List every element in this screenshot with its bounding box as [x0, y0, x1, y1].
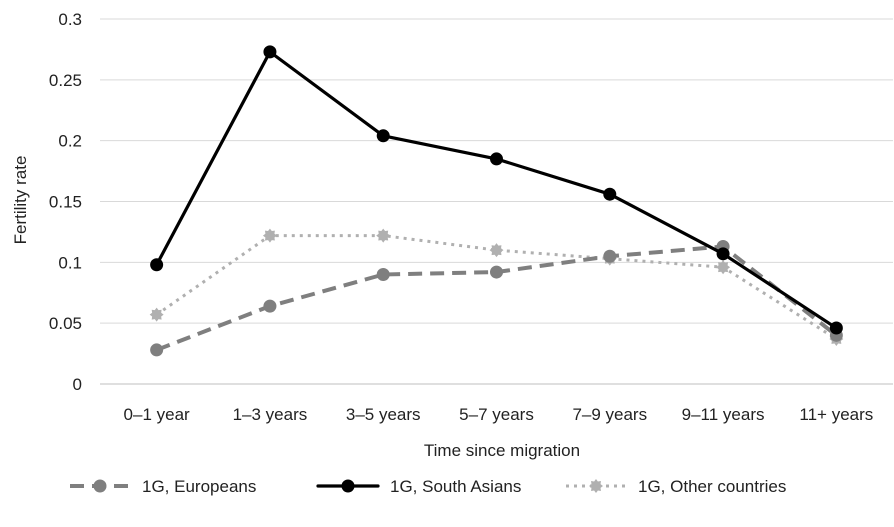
- series-1g-other-countries: [149, 228, 844, 346]
- data-point: [262, 228, 277, 243]
- legend-swatch-marker: [589, 479, 603, 493]
- x-tick-label: 0–1 year: [124, 405, 190, 424]
- data-point: [716, 260, 731, 275]
- data-point: [150, 258, 164, 272]
- y-axis-title: Fertility rate: [11, 156, 30, 245]
- legend-label: 1G, Other countries: [638, 477, 786, 496]
- legend-label: 1G, Europeans: [142, 477, 256, 496]
- data-point: [376, 268, 390, 281]
- x-tick-label: 1–3 years: [233, 405, 308, 424]
- gridlines: [100, 18, 893, 385]
- legend-item: 1G, Europeans: [70, 477, 256, 496]
- data-point: [376, 129, 390, 143]
- y-tick-label: 0.1: [58, 253, 82, 272]
- data-point: [150, 343, 164, 357]
- y-tick-label: 0: [73, 375, 82, 394]
- series-1g-europeans: [150, 240, 843, 357]
- series-1g-south-asians: [150, 45, 843, 335]
- legend: 1G, Europeans 1G, South Asians 1G, Other c…: [70, 477, 786, 496]
- data-point: [603, 249, 617, 263]
- x-axis-ticks: 0–1 year 1–3 years 3–5 years 5–7 years 7–9 y…: [124, 405, 874, 424]
- data-point: [263, 299, 277, 313]
- x-tick-label: 7–9 years: [572, 405, 647, 424]
- data-point: [376, 228, 391, 243]
- x-axis-title: Time since migration: [424, 441, 580, 460]
- series: [149, 45, 844, 357]
- x-tick-label: 11+ years: [799, 405, 873, 424]
- data-point: [263, 45, 277, 59]
- data-point: [489, 243, 504, 258]
- series-line: [155, 50, 838, 330]
- x-tick-label: 9–11 years: [682, 405, 765, 424]
- legend-swatch-marker: [341, 479, 355, 493]
- legend-item: 1G, South Asians: [316, 477, 521, 496]
- legend-label: 1G, South Asians: [390, 477, 521, 496]
- data-point: [490, 152, 503, 166]
- y-tick-label: 0.25: [49, 71, 82, 90]
- x-tick-label: 3–5 years: [346, 405, 421, 424]
- y-tick-label: 0.3: [58, 10, 82, 29]
- data-point: [829, 321, 843, 335]
- data-point: [716, 247, 730, 261]
- data-point: [149, 307, 164, 322]
- y-tick-label: 0.2: [58, 132, 82, 151]
- legend-item: 1G, Other countries: [566, 477, 786, 496]
- y-tick-label: 0.05: [49, 314, 82, 333]
- data-point: [490, 265, 503, 279]
- y-axis-ticks: 0 0.05 0.1 0.15 0.2 0.25 0.3: [49, 10, 82, 394]
- x-tick-label: 5–7 years: [459, 405, 534, 424]
- y-tick-label: 0.15: [49, 193, 82, 212]
- legend-swatch-marker: [93, 479, 107, 493]
- data-point: [603, 187, 617, 201]
